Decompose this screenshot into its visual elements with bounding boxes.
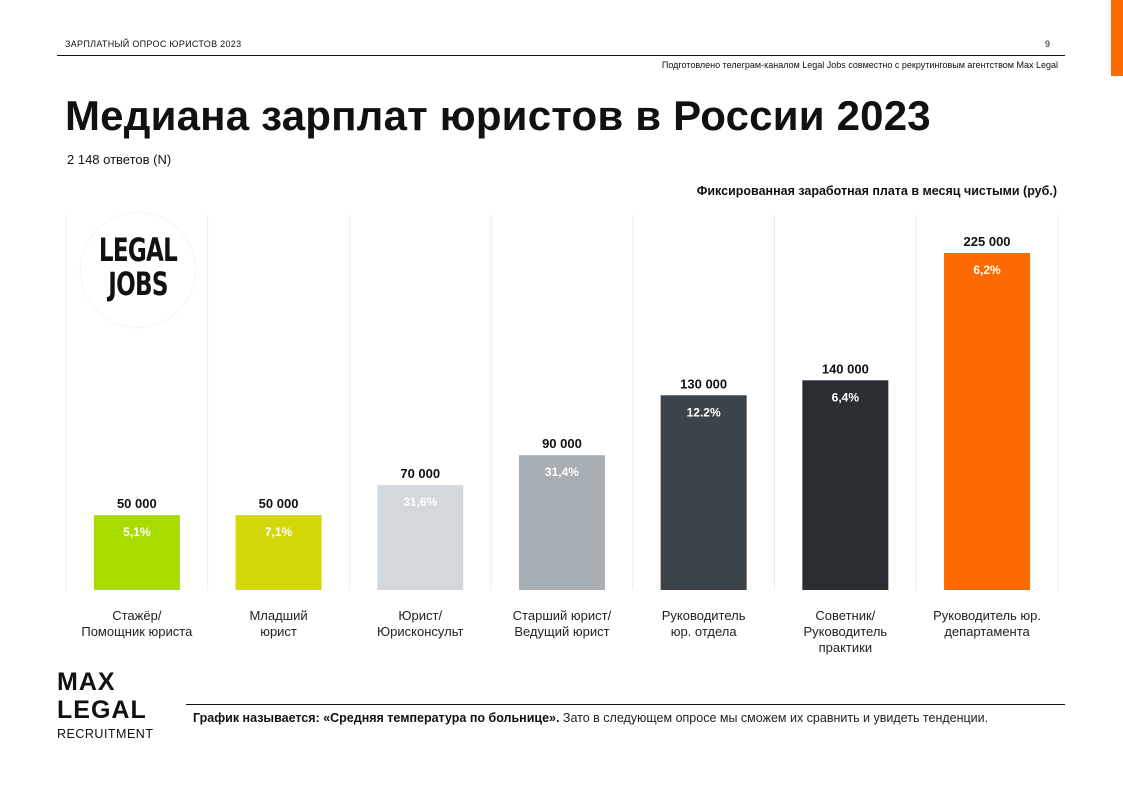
bar: [660, 395, 747, 590]
bar: [235, 515, 322, 590]
max-legal-logo-sub: RECRUITMENT: [57, 727, 154, 741]
bar: [518, 455, 605, 590]
category-label: Стажёр/ Помощник юриста: [81, 608, 193, 639]
bar-share-label: 5,1%: [123, 525, 151, 539]
category-label: Советник/ Руководитель практики: [803, 608, 888, 655]
bar: [802, 380, 889, 590]
sample-size: 2 148 ответов (N): [67, 152, 172, 167]
credit-line: Подготовлено телеграм-каналом Legal Jobs…: [661, 60, 1058, 70]
footnote-bold: График называется: «Средняя температура …: [193, 711, 560, 725]
bar-share-label: 6,2%: [973, 263, 1001, 277]
category-label: Старший юрист/ Ведущий юрист: [512, 608, 612, 639]
bar-value-label: 90 000: [542, 436, 582, 451]
bar-value-label: 140 000: [822, 361, 869, 376]
legal-jobs-logo: LEGAL JOBS: [81, 213, 195, 327]
salary-bar-chart: 50 000 5,1% 50 000 7,1% 70 000 31,6% 90 000 31,…: [65, 215, 1059, 590]
category-label: Руководитель юр. департамента: [933, 608, 1042, 639]
bar-share-label: 31,4%: [545, 465, 579, 479]
chart-caption: Фиксированная заработная плата в месяц ч…: [696, 184, 1057, 198]
page-title: Медиана зарплат юристов в России 2023: [65, 92, 931, 139]
accent-corner-bar: [1111, 0, 1123, 76]
survey-label: ЗАРПЛАТНЫЙ ОПРОС ЮРИСТОВ 2023: [65, 39, 242, 49]
category-label: Младший юрист: [249, 608, 308, 639]
footnote: График называется: «Средняя температура …: [193, 710, 1063, 726]
bar-share-label: 7,1%: [265, 525, 293, 539]
max-legal-logo: MAX LEGAL RECRUITMENT: [57, 668, 153, 741]
bar-value-label: 130 000: [680, 376, 727, 391]
footnote-text: Зато в следующем опросе мы сможем их сра…: [559, 711, 989, 725]
bar-share-label: 12.2%: [687, 405, 721, 419]
bar-share-label: 6,4%: [832, 390, 860, 404]
category-label: Юрист/ Юрисконсульт: [377, 608, 464, 639]
legal-jobs-logo-text: LEGAL JOBS: [98, 231, 178, 303]
max-legal-logo-line2: LEGAL: [57, 696, 147, 724]
header-divider: [57, 55, 1065, 56]
page-number: 9: [1045, 39, 1051, 49]
bar-value-label: 50 000: [259, 496, 299, 511]
max-legal-logo-line1: MAX: [57, 668, 116, 696]
category-label: Руководитель юр. отдела: [661, 608, 746, 639]
bar: [93, 515, 180, 590]
bar-value-label: 225 000: [964, 234, 1011, 249]
bar-share-label: 31,6%: [403, 495, 437, 509]
bar-value-label: 70 000: [400, 466, 440, 481]
footer-divider: [186, 704, 1065, 705]
bar: [944, 253, 1031, 590]
bar-value-label: 50 000: [117, 496, 157, 511]
bar: [377, 485, 464, 590]
